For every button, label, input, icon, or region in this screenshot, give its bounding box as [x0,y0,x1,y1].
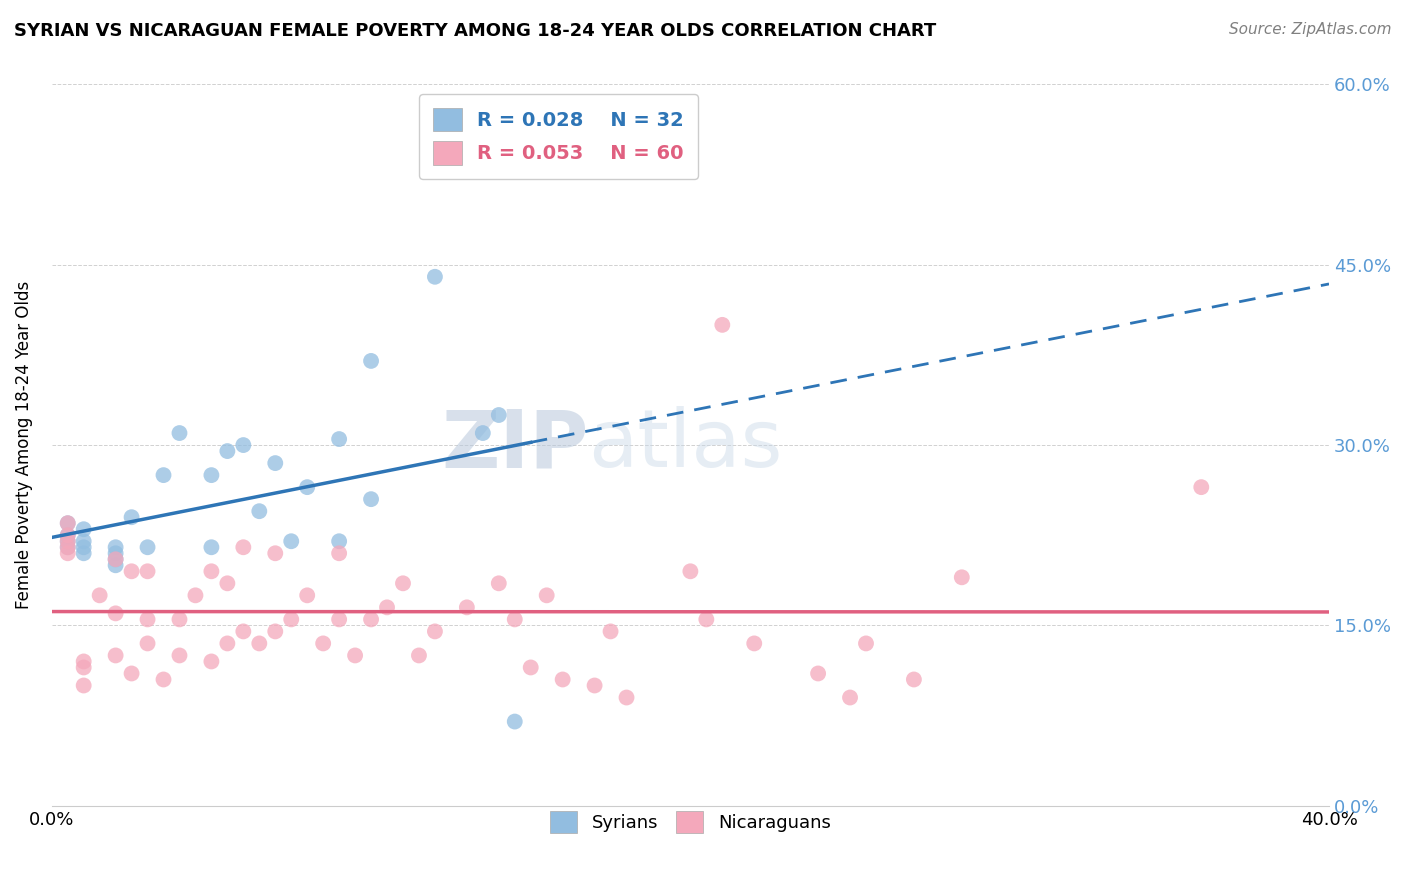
Text: atlas: atlas [588,406,783,484]
Point [471,425,494,440]
Point [1189,480,1212,494]
Point [599,624,621,639]
Point [200,564,222,578]
Point [136,541,159,555]
Point [503,612,526,626]
Point [56,546,79,560]
Point [312,636,335,650]
Point [136,636,159,650]
Point [73,541,96,555]
Text: SYRIAN VS NICARAGUAN FEMALE POVERTY AMONG 18-24 YEAR OLDS CORRELATION CHART: SYRIAN VS NICARAGUAN FEMALE POVERTY AMON… [14,22,936,40]
Point [583,678,606,692]
Point [73,678,96,692]
Point [104,552,127,566]
Point [136,564,159,578]
Point [536,588,558,602]
Point [232,541,254,555]
Y-axis label: Female Poverty Among 18-24 Year Olds: Female Poverty Among 18-24 Year Olds [15,281,32,609]
Point [56,528,79,542]
Point [56,534,79,549]
Point [56,516,79,531]
Point [488,408,510,422]
Point [73,660,96,674]
Point [408,648,430,663]
Point [280,612,302,626]
Point [807,666,830,681]
Point [423,269,446,284]
Point [360,492,382,507]
Point [295,480,318,494]
Point [200,541,222,555]
Point [264,456,287,470]
Point [551,673,574,687]
Point [152,673,174,687]
Point [280,534,302,549]
Point [169,648,191,663]
Point [679,564,702,578]
Point [56,528,79,542]
Point [56,541,79,555]
Point [73,655,96,669]
Point [247,504,270,518]
Point [73,522,96,536]
Point [456,600,478,615]
Point [152,468,174,483]
Point [711,318,734,332]
Point [232,438,254,452]
Point [264,546,287,560]
Point [360,612,382,626]
Point [56,534,79,549]
Point [121,564,143,578]
Point [328,432,350,446]
Point [73,546,96,560]
Point [264,624,287,639]
Point [121,510,143,524]
Point [328,546,350,560]
Point [217,444,239,458]
Point [360,354,382,368]
Point [200,468,222,483]
Point [488,576,510,591]
Point [616,690,638,705]
Text: ZIP: ZIP [441,406,588,484]
Point [136,612,159,626]
Point [73,534,96,549]
Point [344,648,367,663]
Point [56,516,79,531]
Text: Source: ZipAtlas.com: Source: ZipAtlas.com [1229,22,1392,37]
Point [104,607,127,621]
Point [423,624,446,639]
Point [519,660,541,674]
Point [328,534,350,549]
Point [104,546,127,560]
Point [121,666,143,681]
Point [247,636,270,650]
Point [89,588,111,602]
Point [328,612,350,626]
Point [104,648,127,663]
Point [184,588,207,602]
Point [217,576,239,591]
Point [56,541,79,555]
Point [169,612,191,626]
Point [392,576,415,591]
Point [104,552,127,566]
Point [742,636,765,650]
Point [200,655,222,669]
Point [695,612,717,626]
Point [217,636,239,650]
Point [503,714,526,729]
Point [104,541,127,555]
Point [169,425,191,440]
Point [839,690,862,705]
Point [950,570,973,584]
Point [375,600,398,615]
Point [903,673,925,687]
Legend: Syrians, Nicaraguans: Syrians, Nicaraguans [540,800,841,844]
Point [855,636,877,650]
Point [104,558,127,573]
Point [232,624,254,639]
Point [295,588,318,602]
